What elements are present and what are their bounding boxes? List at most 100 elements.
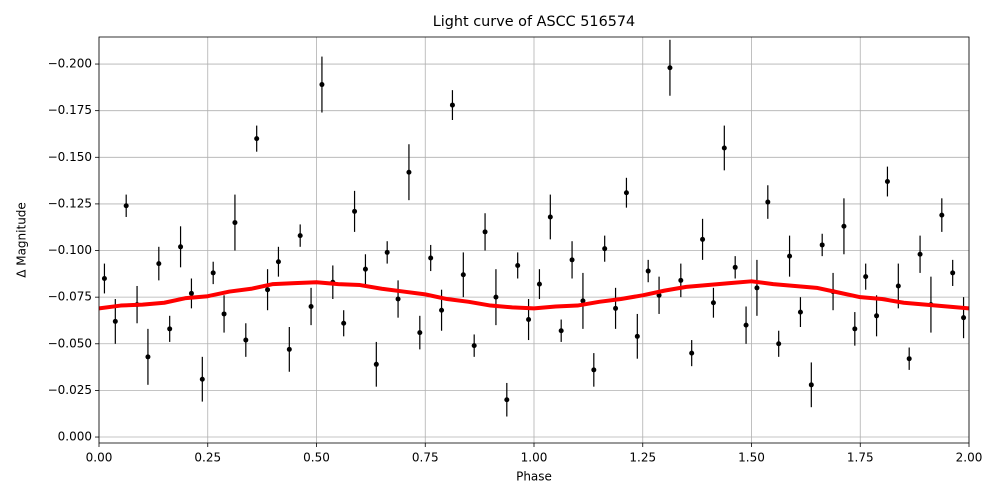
data-point [384, 249, 390, 255]
data-point [395, 296, 401, 302]
y-tick-label: −0.125 [48, 196, 92, 210]
data-point [961, 315, 967, 321]
data-point [232, 220, 238, 226]
data-point [362, 266, 368, 272]
data-point [645, 268, 651, 274]
data-point [874, 313, 880, 319]
data-point [297, 233, 303, 239]
data-point [221, 311, 227, 317]
data-point [939, 212, 945, 218]
data-point [428, 255, 434, 261]
binned-curve [99, 279, 969, 311]
x-tick-label: 1.75 [847, 451, 874, 465]
x-tick-label: 2.00 [956, 451, 983, 465]
data-point [558, 328, 564, 334]
data-point [319, 82, 325, 88]
data-point [884, 179, 890, 185]
data-point [352, 208, 358, 214]
data-point [482, 229, 488, 235]
y-tick-label: −0.175 [48, 103, 92, 117]
data-point [471, 343, 477, 349]
data-point [439, 307, 445, 313]
y-tick-label: −0.050 [48, 336, 92, 350]
data-point [417, 330, 423, 336]
data-point [841, 223, 847, 229]
x-tick-label: 1.00 [521, 451, 548, 465]
data-point [917, 251, 923, 257]
data-point [732, 264, 738, 270]
data-point [667, 65, 673, 71]
data-point [863, 274, 869, 280]
data-point [275, 259, 281, 265]
data-point [689, 350, 695, 356]
data-point [797, 309, 803, 315]
data-point [243, 337, 249, 343]
data-point [167, 326, 173, 332]
axes: 0.00 0.25 0.50 0.75 1.00 1.25 1.50 1.75 2.00 0.00… [48, 57, 983, 465]
y-tick-label: −0.200 [48, 57, 92, 71]
data-point [808, 382, 814, 388]
y-tick-label: −0.075 [48, 290, 92, 304]
data-point [634, 333, 640, 339]
data-point [580, 298, 586, 304]
x-axis-label: Phase [516, 470, 552, 484]
y-tick-label: 0.000 [58, 430, 92, 444]
x-tick-label: 0.00 [86, 451, 113, 465]
data-point [101, 276, 107, 282]
data-point [254, 136, 260, 142]
data-point [819, 242, 825, 248]
data-point [449, 102, 455, 108]
data-point [493, 294, 499, 300]
data-point [515, 262, 521, 268]
data-point [613, 305, 619, 311]
x-tick-label: 0.25 [194, 451, 221, 465]
data-point [743, 322, 749, 328]
data-point [895, 283, 901, 289]
data-point [210, 270, 216, 276]
y-tick-label: −0.150 [48, 150, 92, 164]
data-point [547, 214, 553, 220]
x-tick-label: 1.25 [629, 451, 656, 465]
data-point [569, 257, 575, 263]
data-point [700, 236, 706, 242]
data-point [787, 253, 793, 259]
data-point [852, 326, 858, 332]
y-axis-label: Δ Magnitude [15, 202, 29, 278]
data-point [178, 244, 184, 250]
data-point [710, 300, 716, 306]
data-point [145, 354, 151, 360]
data-point [526, 317, 532, 323]
data-point [776, 341, 782, 347]
data-point [199, 376, 205, 382]
data-point [504, 397, 510, 403]
chart-title: Light curve of ASCC 516574 [433, 14, 635, 30]
data-point [112, 318, 118, 324]
data-point [265, 287, 271, 293]
data-point [188, 290, 194, 296]
data-point [602, 246, 608, 252]
y-tick-label: −0.025 [48, 383, 92, 397]
data-point [623, 190, 629, 196]
data-point [406, 169, 412, 175]
data-point [906, 356, 912, 362]
data-point [950, 270, 956, 276]
x-tick-label: 0.50 [303, 451, 330, 465]
data-point [591, 367, 597, 373]
data-point [156, 261, 162, 267]
data-point [754, 285, 760, 291]
data-point [460, 272, 466, 278]
data-point [765, 199, 771, 205]
marks [99, 39, 969, 417]
y-tick-label: −0.100 [48, 243, 92, 257]
data-point [123, 203, 129, 209]
data-point [721, 145, 727, 151]
data-point [286, 346, 292, 352]
data-point [308, 303, 314, 309]
data-point [373, 361, 379, 367]
data-point [341, 320, 347, 326]
x-tick-label: 0.75 [412, 451, 439, 465]
data-point [678, 277, 684, 283]
data-point [536, 281, 542, 287]
x-tick-label: 1.50 [738, 451, 765, 465]
